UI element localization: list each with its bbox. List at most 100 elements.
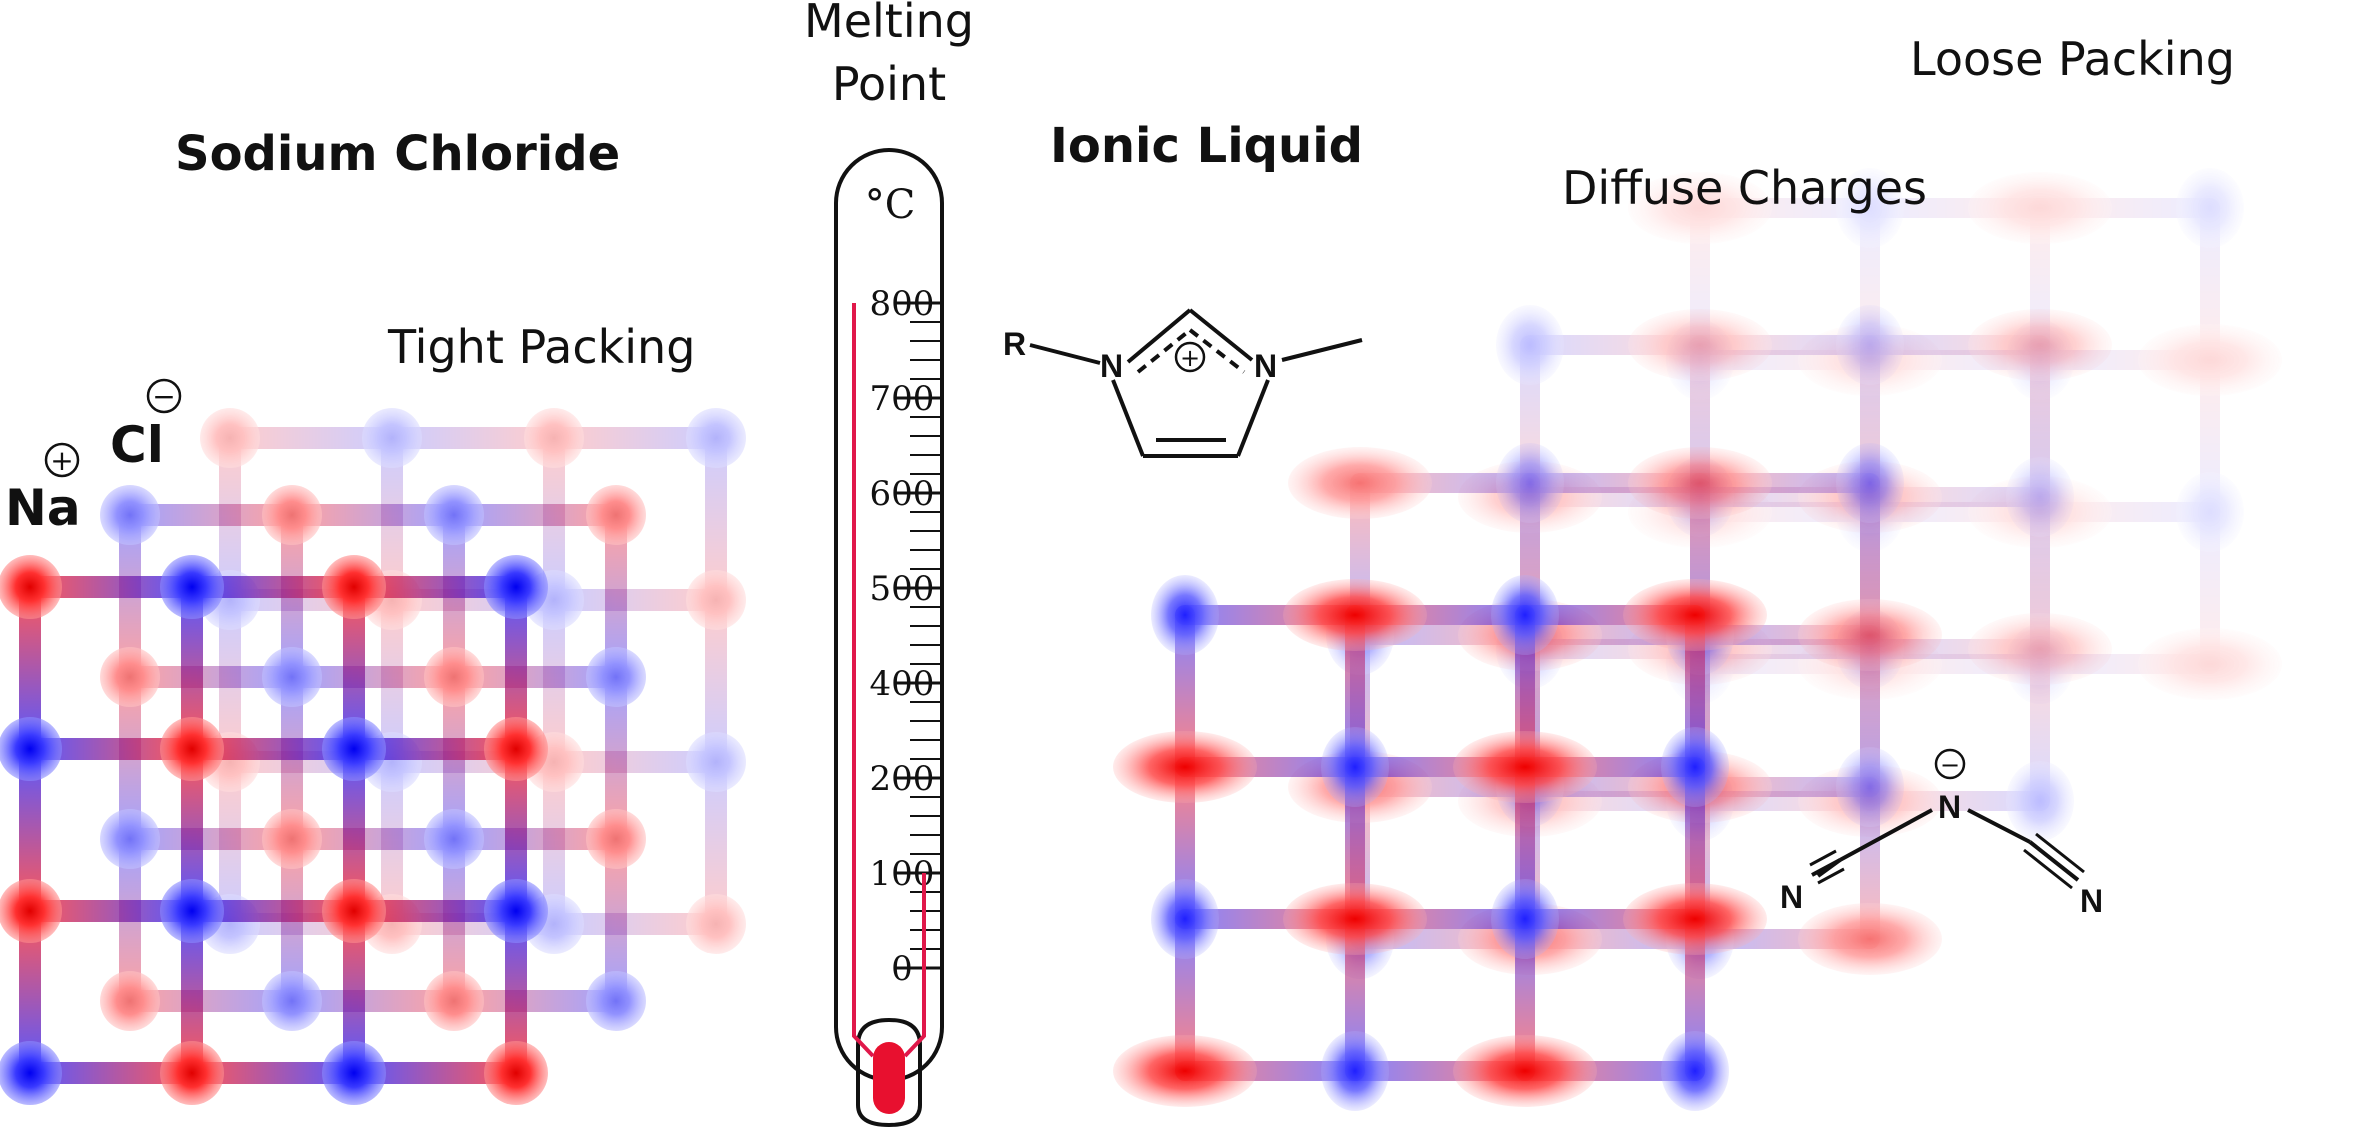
chloride-ion: [586, 809, 646, 869]
svg-text:−: −: [1940, 751, 1960, 779]
svg-text:Na: Na: [5, 479, 81, 537]
dicyanamide-left-n: N: [1780, 879, 1803, 915]
chloride-ion: [0, 555, 62, 619]
cation-diffuse-charge: [1661, 727, 1729, 807]
anion-diffuse-charge: [1623, 883, 1767, 955]
anion-diffuse-charge: [1968, 309, 2112, 381]
tick-label: 800: [870, 284, 935, 324]
anion-diffuse-charge: [1283, 579, 1427, 651]
sodium-ion: [686, 732, 746, 792]
chloride-ion: [322, 555, 386, 619]
sodium-ion: [0, 717, 62, 781]
sodium-chloride-lattice: [0, 408, 746, 1105]
cation-diffuse-charge: [2006, 457, 2074, 537]
cation-diffuse-charge: [2176, 168, 2244, 248]
cation-diffuse-charge: [1151, 879, 1219, 959]
anion-diffuse-charge: [1113, 1035, 1257, 1107]
ionic-liquid-layer: [1113, 575, 1767, 1111]
chloride-ion: [686, 570, 746, 630]
cation-diffuse-charge: [1836, 747, 1904, 827]
imidazolium-cation-structure: R N N +: [1003, 308, 1363, 458]
sodium-ion: [100, 485, 160, 545]
chloride-ion: [262, 809, 322, 869]
chloride-ion: [160, 1041, 224, 1105]
chloride-ion: [484, 1041, 548, 1105]
anion-diffuse-charge: [1628, 309, 1772, 381]
chloride-ion: [322, 879, 386, 943]
svg-text:−: −: [152, 380, 175, 413]
anion-diffuse-charge: [2138, 324, 2282, 396]
sodium-ion: [100, 809, 160, 869]
substituent-label: R: [1003, 326, 1026, 362]
sodium-ion: [262, 647, 322, 707]
sodium-ion-label: Na +: [5, 442, 81, 537]
svg-text:Cl: Cl: [110, 416, 164, 474]
anion-diffuse-charge: [1623, 579, 1767, 651]
plus-charge-icon: [44, 442, 80, 478]
thermometer-bulb: [873, 1042, 905, 1114]
cation-diffuse-charge: [1151, 575, 1219, 655]
chloride-ion: [424, 971, 484, 1031]
anion-diffuse-charge: [1968, 613, 2112, 685]
cation-diffuse-charge: [1836, 305, 1904, 385]
dicyanamide-central-n: N: [1938, 789, 1961, 825]
chloride-ion: [262, 485, 322, 545]
ionic-liquid-melting-line: [903, 873, 926, 1058]
sodium-ion: [586, 971, 646, 1031]
anion-diffuse-charge: [1628, 172, 1772, 244]
cation-diffuse-charge: [1321, 727, 1389, 807]
ionic-liquid-lattice: [1113, 168, 2282, 1111]
cation-diffuse-charge: [2176, 472, 2244, 552]
cation-diffuse-charge: [2006, 761, 2074, 841]
sodium-ion: [322, 717, 386, 781]
chloride-ion: [484, 717, 548, 781]
chloride-ion: [100, 647, 160, 707]
anion-diffuse-charge: [2138, 628, 2282, 700]
chloride-ion: [424, 647, 484, 707]
imidazolium-n1: N: [1100, 348, 1123, 384]
plus-charge-icon: [1174, 341, 1206, 373]
anion-diffuse-charge: [1798, 903, 1942, 975]
cation-diffuse-charge: [1491, 879, 1559, 959]
anion-diffuse-charge: [1283, 883, 1427, 955]
sodium-ion: [586, 647, 646, 707]
sodium-ion: [160, 555, 224, 619]
celsius-unit: °C: [865, 182, 916, 228]
cation-diffuse-charge: [1491, 575, 1559, 655]
cation-diffuse-charge: [1836, 168, 1904, 248]
cation-diffuse-charge: [1496, 305, 1564, 385]
diffuse-charges-label: Diffuse Charges: [1562, 161, 1927, 215]
imidazolium-n2: N: [1254, 348, 1277, 384]
chloride-ion: [524, 408, 584, 468]
chloride-ion: [0, 879, 62, 943]
dicyanamide-right-n: N: [2080, 883, 2103, 919]
chloride-ion: [100, 971, 160, 1031]
melting-point-label-line1: Melting: [804, 0, 974, 48]
chloride-ion: [686, 894, 746, 954]
sodium-ion: [0, 1041, 62, 1105]
ionic-liquid-title: Ionic Liquid: [1050, 118, 1363, 174]
nacl-layer: [0, 555, 548, 1105]
tight-packing-label: Tight Packing: [387, 320, 695, 374]
sodium-ion: [484, 879, 548, 943]
sodium-ion: [424, 809, 484, 869]
tick-label: 500: [870, 569, 935, 609]
minus-charge-icon: [1934, 748, 1966, 780]
svg-text:+: +: [1180, 344, 1200, 372]
chloride-ion: [160, 717, 224, 781]
cation-diffuse-charge: [1836, 443, 1904, 523]
chloride-ion: [586, 485, 646, 545]
sodium-chloride-title: Sodium Chloride: [175, 126, 620, 182]
tick-label: 700: [870, 379, 935, 419]
sodium-ion: [160, 879, 224, 943]
tick-label: 200: [870, 759, 935, 799]
anion-diffuse-charge: [1453, 1035, 1597, 1107]
melting-point-label-line2: Point: [832, 57, 946, 111]
chloride-ion-label: Cl −: [110, 378, 182, 474]
minus-charge-icon: [146, 378, 182, 414]
tick-label: 0: [891, 949, 913, 989]
sodium-ion: [424, 485, 484, 545]
anion-diffuse-charge: [1113, 731, 1257, 803]
